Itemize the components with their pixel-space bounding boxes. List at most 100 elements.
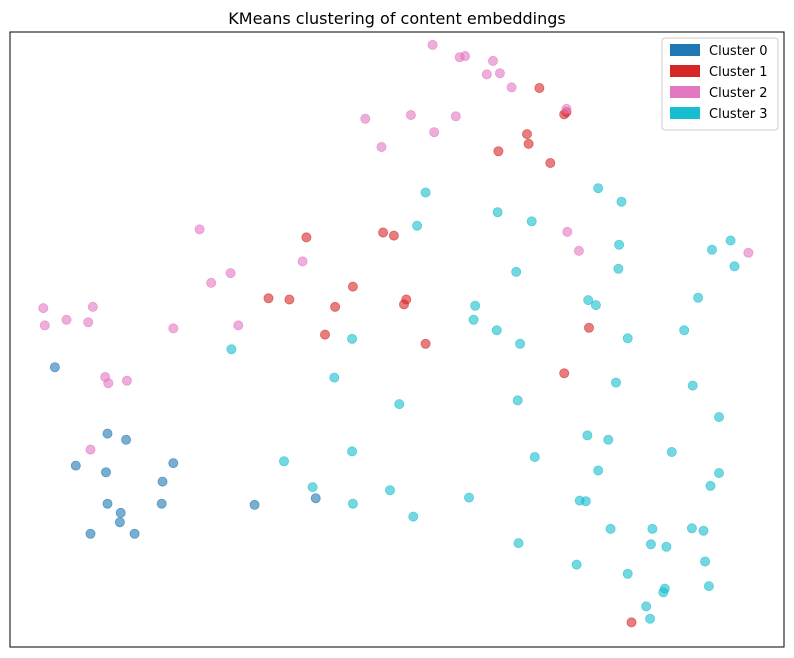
data-point [562, 226, 573, 237]
data-point [687, 380, 698, 391]
data-point [583, 295, 594, 306]
data-point [388, 230, 399, 241]
data-point [278, 456, 289, 467]
chart-title: KMeans clustering of content embeddings [228, 9, 565, 28]
data-point [559, 368, 570, 379]
data-point [121, 434, 132, 445]
data-point [194, 224, 205, 235]
data-point [693, 292, 704, 303]
data-point [319, 329, 330, 340]
series-cluster-2 [38, 39, 754, 455]
data-point [39, 320, 50, 331]
data-point [703, 581, 714, 592]
data-point [463, 492, 474, 503]
data-point [115, 507, 126, 518]
data-point [398, 299, 409, 310]
data-point [310, 493, 321, 504]
data-point [103, 378, 114, 389]
data-point [666, 446, 677, 457]
data-point [347, 333, 358, 344]
data-point [301, 232, 312, 243]
series-cluster-3 [226, 183, 740, 624]
data-point [83, 317, 94, 328]
data-point [420, 187, 431, 198]
data-point [420, 338, 431, 349]
data-point [611, 377, 622, 388]
data-point [87, 301, 98, 312]
data-point [593, 465, 604, 476]
data-point [347, 498, 358, 509]
data-point [85, 528, 96, 539]
data-point [707, 244, 718, 255]
legend-swatch [670, 44, 700, 56]
data-point [225, 268, 236, 279]
data-point [394, 399, 405, 410]
data-point [405, 110, 416, 121]
data-point [49, 362, 60, 373]
data-point [487, 55, 498, 66]
data-point [614, 239, 625, 250]
data-point [429, 127, 440, 138]
data-point [85, 444, 96, 455]
data-point [307, 482, 318, 493]
data-point [582, 430, 593, 441]
data-point [698, 525, 709, 536]
data-point [573, 245, 584, 256]
data-point [38, 303, 49, 314]
data-point [360, 113, 371, 124]
data-point [129, 528, 140, 539]
data-point [725, 235, 736, 246]
legend: Cluster 0 Cluster 1 Cluster 2 Cluster 3 [661, 37, 779, 131]
data-point [522, 129, 533, 140]
data-point [384, 485, 395, 496]
data-point [593, 183, 604, 194]
data-point [412, 220, 423, 231]
legend-label: Cluster 3 [709, 107, 768, 122]
data-point [613, 263, 624, 274]
data-point [114, 517, 125, 528]
legend-label: Cluster 2 [709, 86, 768, 101]
data-point [376, 141, 387, 152]
data-point [284, 294, 295, 305]
data-point [157, 476, 168, 487]
data-point [481, 69, 492, 80]
points-layer [38, 39, 754, 628]
data-point [70, 460, 81, 471]
data-point [679, 325, 690, 336]
data-point [494, 68, 505, 79]
data-point [561, 103, 572, 114]
data-point [622, 568, 633, 579]
data-point [347, 446, 358, 457]
data-point [249, 499, 260, 510]
data-point [408, 511, 419, 522]
data-point [102, 498, 113, 509]
data-point [101, 467, 112, 478]
data-point [450, 111, 461, 122]
data-point [427, 39, 438, 50]
data-point [470, 300, 481, 311]
data-point [616, 196, 627, 207]
data-point [545, 157, 556, 168]
data-point [297, 256, 308, 267]
data-point [156, 498, 167, 509]
data-point [506, 82, 517, 93]
data-point [460, 51, 471, 62]
data-point [378, 227, 389, 238]
series-cluster-1 [263, 83, 637, 628]
data-point [168, 323, 179, 334]
data-point [491, 325, 502, 336]
legend-swatch [670, 86, 700, 98]
data-point [493, 146, 504, 157]
data-point [714, 411, 725, 422]
data-point [526, 216, 537, 227]
data-point [626, 617, 637, 628]
data-point [571, 559, 582, 570]
data-point [605, 523, 616, 534]
data-point [686, 523, 697, 534]
data-point [658, 587, 669, 598]
data-point [263, 293, 274, 304]
data-point [590, 300, 601, 311]
data-point [468, 314, 479, 325]
data-point [647, 523, 658, 534]
